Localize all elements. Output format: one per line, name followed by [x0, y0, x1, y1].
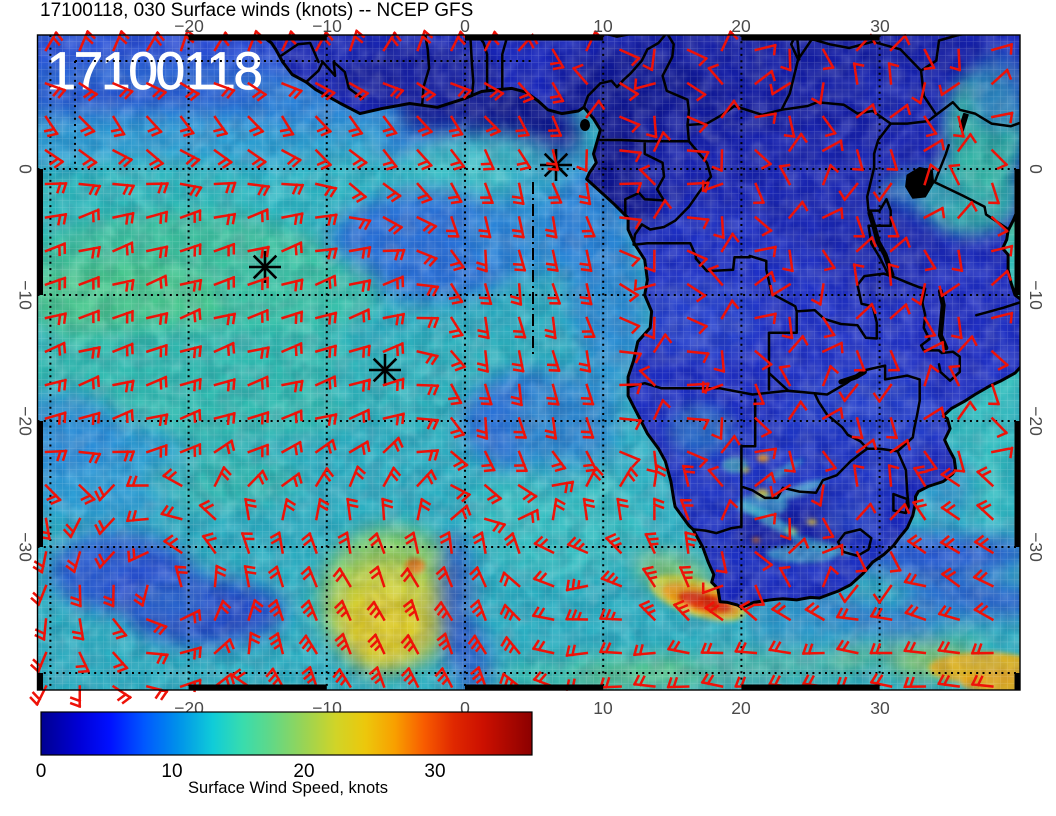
svg-text:Surface Wind Speed, knots: Surface Wind Speed, knots [188, 779, 388, 797]
svg-text:17100118, 030 Surface winds (k: 17100118, 030 Surface winds (knots) -- N… [40, 0, 473, 21]
svg-text:30: 30 [870, 16, 890, 36]
svg-text:10: 10 [161, 761, 182, 782]
svg-text:0: 0 [460, 698, 470, 718]
svg-text:0: 0 [460, 16, 470, 36]
svg-text:−20: −20 [16, 406, 36, 436]
svg-text:20: 20 [731, 698, 751, 718]
svg-text:0: 0 [16, 164, 36, 174]
svg-text:10: 10 [593, 698, 613, 718]
svg-text:0: 0 [36, 761, 47, 782]
svg-text:−10: −10 [1026, 280, 1046, 310]
svg-text:−30: −30 [1026, 532, 1046, 562]
svg-text:−10: −10 [16, 280, 36, 310]
svg-text:20: 20 [731, 16, 751, 36]
svg-text:20: 20 [293, 761, 314, 782]
svg-text:0: 0 [1026, 164, 1046, 174]
svg-text:30: 30 [424, 761, 445, 782]
svg-text:−10: −10 [312, 16, 342, 36]
svg-text:−20: −20 [1026, 406, 1046, 436]
svg-text:−30: −30 [16, 532, 36, 562]
svg-text:−20: −20 [174, 16, 204, 36]
svg-text:10: 10 [593, 16, 613, 36]
svg-text:30: 30 [870, 698, 890, 718]
